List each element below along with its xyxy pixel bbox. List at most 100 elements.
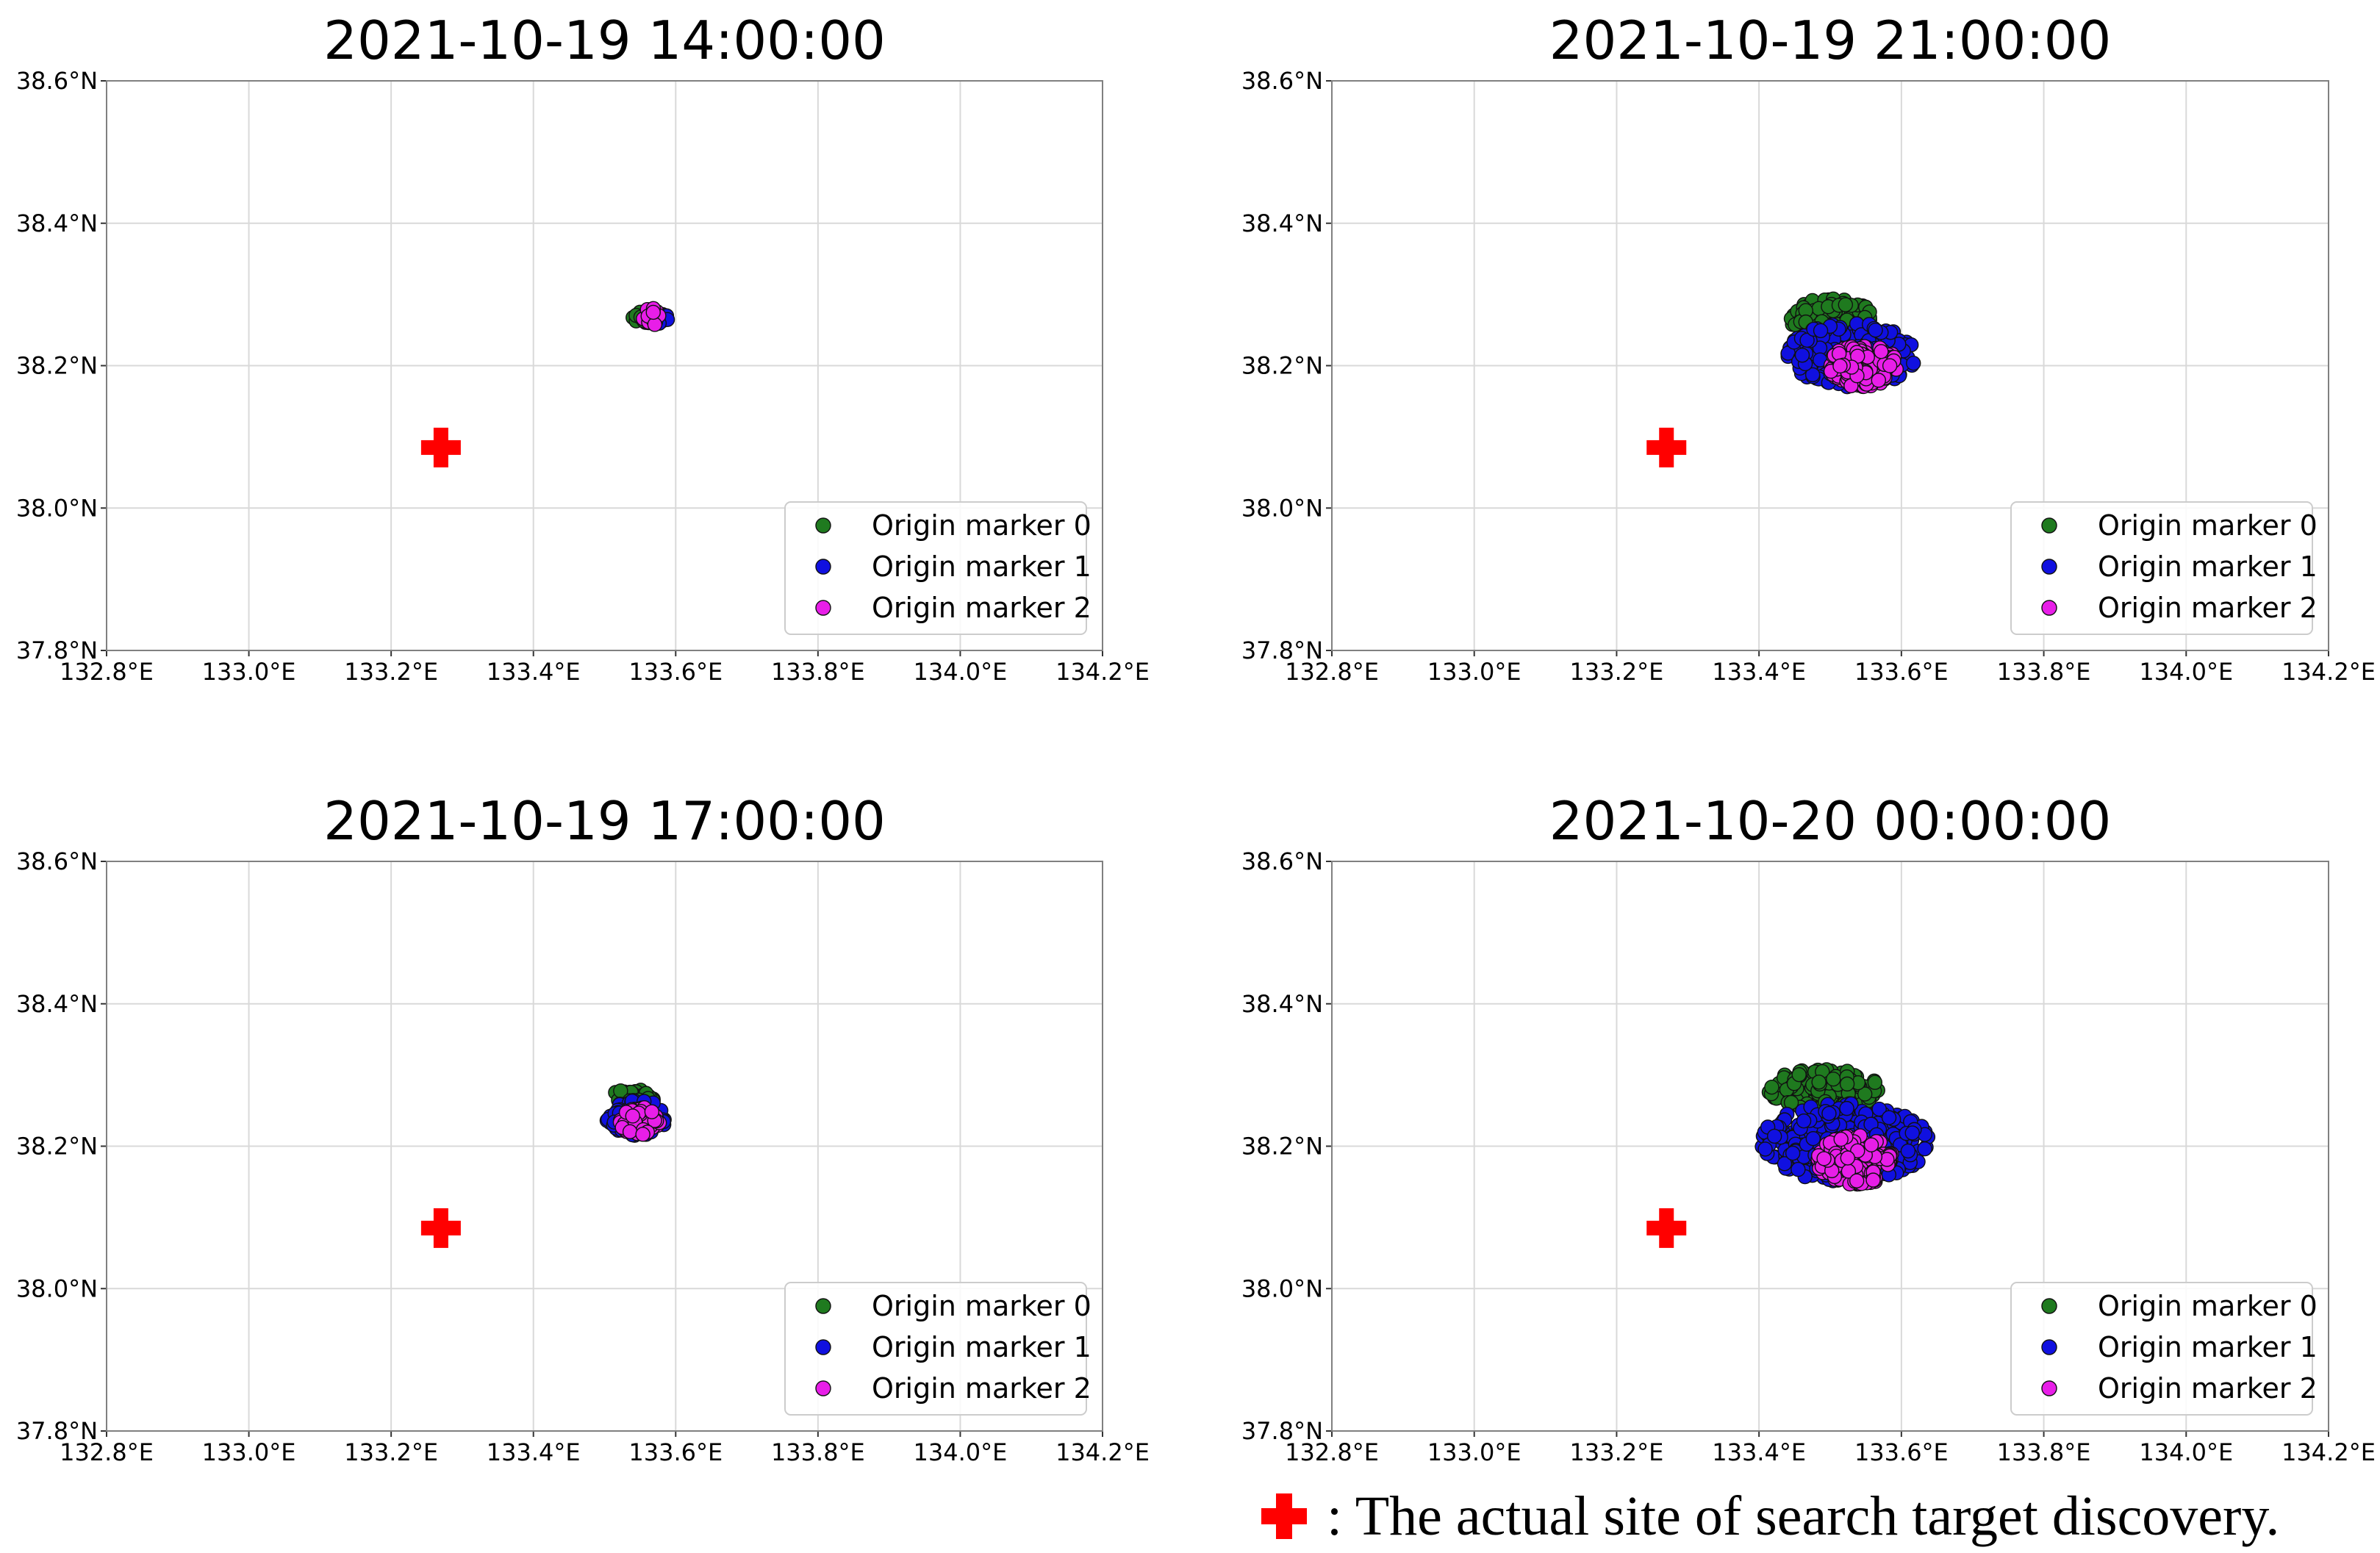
y-tick-label: 37.8°N — [1241, 636, 1323, 664]
particle-point — [1874, 344, 1889, 359]
particle-point — [1871, 1101, 1887, 1117]
series-origin-marker-2 — [636, 301, 667, 332]
particle-point — [1839, 1100, 1854, 1116]
particle-point — [1906, 355, 1921, 371]
particle-point — [1867, 1075, 1883, 1090]
footnote: : The actual site of search target disco… — [1261, 1485, 2279, 1547]
legend-swatch — [815, 559, 831, 575]
particle-point — [1917, 1141, 1932, 1157]
particle-point — [1904, 1125, 1920, 1141]
target-site-marker — [420, 1208, 461, 1248]
x-tick-label: 133.4°E — [487, 658, 581, 686]
particle-point — [1857, 1086, 1873, 1102]
legend-label: Origin marker 2 — [2098, 1372, 2318, 1405]
legend-swatch — [2041, 517, 2057, 534]
x-tick-label: 132.8°E — [60, 1438, 154, 1466]
x-tick-label: 133.0°E — [202, 658, 296, 686]
legend-label: Origin marker 0 — [2098, 509, 2318, 542]
y-tick-label: 38.6°N — [1241, 847, 1323, 875]
particle-point — [1764, 1079, 1779, 1095]
particle-point — [1849, 1173, 1865, 1188]
particle-point — [1805, 1130, 1821, 1147]
legend-box — [784, 501, 1087, 635]
legend-label: Origin marker 1 — [2098, 550, 2318, 583]
target-site-marker — [1646, 1208, 1687, 1248]
legend-swatch — [2041, 600, 2057, 616]
footnote-text: : The actual site of search target disco… — [1327, 1485, 2279, 1547]
axes-frame — [106, 80, 1103, 651]
x-tick-label: 133.0°E — [1427, 1438, 1521, 1466]
x-tick-label: 133.0°E — [1427, 658, 1521, 686]
x-tick-label: 133.6°E — [1854, 1438, 1949, 1466]
particle-point — [1804, 367, 1821, 383]
panel-title: 2021-10-19 21:00:00 — [1549, 10, 2112, 71]
x-tick-label: 133.8°E — [1997, 658, 2091, 686]
legend: Origin marker 0 Origin marker 1 Origin mar… — [2010, 1282, 2318, 1416]
particle-point — [1799, 332, 1815, 348]
particle-point — [1785, 1145, 1801, 1161]
legend-label: Origin marker 1 — [2098, 1331, 2318, 1363]
series-origin-marker-2 — [612, 1100, 667, 1142]
y-tick-label: 38.2°N — [1241, 1133, 1323, 1161]
legend: Origin marker 0 Origin marker 1 Origin mar… — [784, 501, 1092, 635]
legend-label: Origin marker 1 — [872, 550, 1092, 583]
x-tick-label: 134.0°E — [2139, 1438, 2233, 1466]
x-tick-label: 133.4°E — [487, 1438, 581, 1466]
x-tick-label: 132.8°E — [1285, 658, 1379, 686]
particle-point — [1791, 1066, 1807, 1083]
legend-label: Origin marker 2 — [872, 1372, 1092, 1405]
axes-frame — [1331, 861, 2329, 1432]
particle-point — [622, 1124, 638, 1140]
axes-frame — [1331, 80, 2329, 651]
particle-point — [1840, 1150, 1855, 1166]
x-tick-label: 134.2°E — [1055, 658, 1150, 686]
y-tick-label: 38.4°N — [16, 209, 98, 237]
particle-point — [1881, 1110, 1897, 1125]
y-tick-label: 38.0°N — [1241, 1274, 1323, 1302]
particle-point — [1791, 1161, 1806, 1177]
x-tick-label: 133.4°E — [1712, 658, 1806, 686]
panel-2021-10-19-1700: 2021-10-19 17:00:00 132.8°E 133.0°E 133.2°E… — [16, 790, 1150, 1466]
legend: Origin marker 0 Origin marker 1 Origin mar… — [784, 1282, 1092, 1416]
legend-label: Origin marker 1 — [872, 1331, 1092, 1363]
legend-swatch — [2041, 1380, 2057, 1396]
panel-2021-10-20-0000: 2021-10-20 00:00:00 132.8°E 133.0°E 133.2°E… — [1241, 790, 2376, 1466]
y-tick-label: 38.6°N — [16, 67, 98, 95]
x-tick-label: 133.8°E — [1997, 1438, 2091, 1466]
x-tick-label: 133.4°E — [1712, 1438, 1806, 1466]
particle-point — [1826, 1071, 1841, 1087]
legend-swatch — [815, 1339, 831, 1355]
particle-point — [635, 1127, 650, 1142]
legend-swatch — [2041, 1339, 2057, 1355]
y-tick-label: 38.6°N — [16, 847, 98, 875]
x-tick-label: 133.6°E — [628, 1438, 723, 1466]
target-cross-icon — [1261, 1493, 1307, 1539]
x-tick-label: 133.8°E — [771, 658, 865, 686]
particle-point — [1757, 1141, 1773, 1157]
x-tick-label: 133.2°E — [344, 658, 438, 686]
particle-point — [1777, 1156, 1793, 1172]
x-tick-label: 134.0°E — [914, 658, 1008, 686]
x-tick-label: 134.0°E — [2139, 658, 2233, 686]
y-tick-label: 38.0°N — [16, 494, 98, 522]
x-tick-label: 133.6°E — [628, 658, 723, 686]
panel-2021-10-19-2100: 2021-10-19 21:00:00 132.8°E 133.0°E 133.2°E… — [1241, 10, 2376, 686]
legend-box — [2010, 1282, 2313, 1416]
legend-label: Origin marker 0 — [872, 1290, 1092, 1322]
series-origin-marker-2 — [1823, 339, 1904, 395]
y-tick-label: 38.2°N — [16, 352, 98, 380]
y-tick-label: 38.4°N — [1241, 990, 1323, 1018]
legend-swatch — [815, 517, 831, 534]
legend-label: Origin marker 2 — [2098, 592, 2318, 624]
particle-point — [1839, 1076, 1855, 1092]
legend-label: Origin marker 2 — [872, 592, 1092, 624]
x-tick-label: 133.2°E — [1570, 658, 1664, 686]
x-tick-label: 134.2°E — [2282, 1438, 2376, 1466]
x-tick-label: 133.2°E — [344, 1438, 438, 1466]
particle-point — [1821, 1105, 1837, 1122]
series-origin-marker-2 — [1810, 1128, 1899, 1192]
y-tick-label: 38.6°N — [1241, 67, 1323, 95]
y-tick-label: 38.4°N — [1241, 209, 1323, 237]
legend-swatch — [815, 600, 831, 616]
